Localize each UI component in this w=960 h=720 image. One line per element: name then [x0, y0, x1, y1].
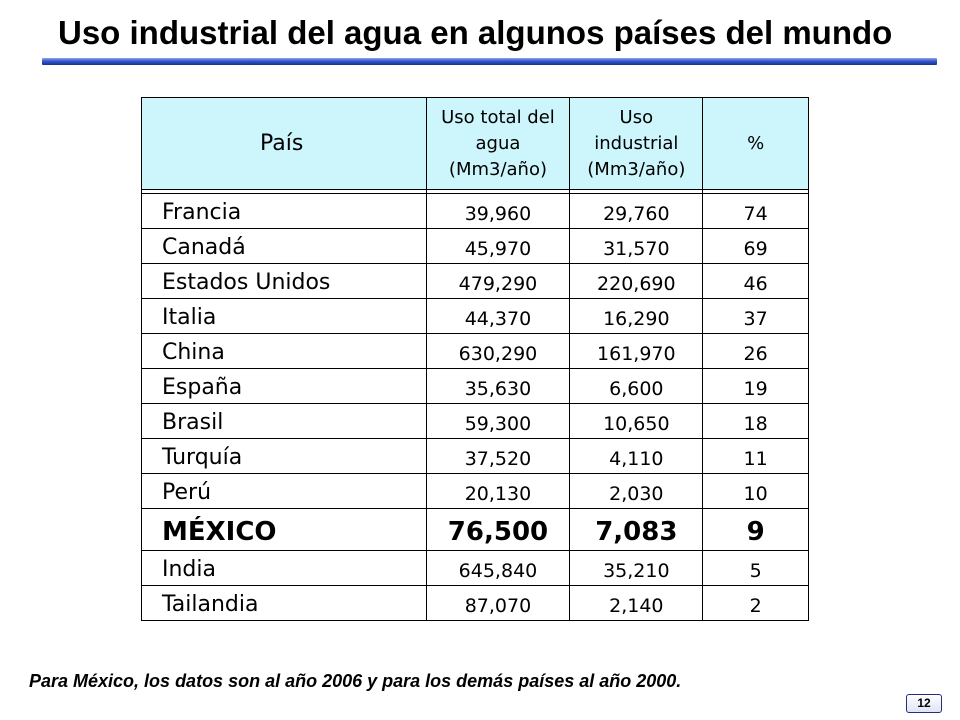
header-industrial-line-2: industrial: [594, 132, 679, 154]
header-country: País: [141, 97, 427, 190]
cell-percent: 5: [702, 550, 809, 586]
cell-country: Brasil: [141, 403, 427, 439]
cell-country: Perú: [141, 473, 427, 509]
cell-country: Estados Unidos: [141, 263, 427, 299]
cell-industrial: 10,650: [569, 403, 704, 439]
cell-percent: 46: [702, 263, 809, 299]
header-spacer: [141, 189, 809, 194]
cell-industrial: 16,290: [569, 298, 704, 334]
cell-industrial: 2,140: [569, 585, 704, 621]
cell-country: Turquía: [141, 438, 427, 474]
title-underline: [42, 58, 937, 65]
cell-country: Francia: [141, 193, 427, 229]
cell-percent: 18: [702, 403, 809, 439]
table-row: Brasil 59,300 10,650 18: [141, 403, 809, 439]
cell-industrial: 6,600: [569, 368, 704, 404]
table-row: Turquía 37,520 4,110 11: [141, 438, 809, 474]
cell-percent: 11: [702, 438, 809, 474]
table-row: Italia 44,370 16,290 37: [141, 298, 809, 334]
cell-percent: 74: [702, 193, 809, 229]
header-industrial-line-3: (Mm3/año): [587, 158, 686, 180]
cell-industrial: 4,110: [569, 438, 704, 474]
cell-industrial: 31,570: [569, 228, 704, 264]
water-use-table: País Uso total del agua (Mm3/año) Uso in…: [141, 97, 809, 621]
cell-percent: 2: [702, 585, 809, 621]
cell-total: 630,290: [425, 333, 571, 369]
slide-title: Uso industrial del agua en algunos paíse…: [58, 14, 893, 51]
cell-total: 87,070: [425, 585, 571, 621]
cell-total: 20,130: [425, 473, 571, 509]
table-row: India 645,840 35,210 5: [141, 550, 809, 586]
cell-industrial: 7,083: [569, 508, 704, 551]
footnote: Para México, los datos son al año 2006 y…: [29, 671, 682, 691]
cell-total: 37,520: [425, 438, 571, 474]
cell-percent: 9: [702, 508, 809, 551]
cell-country: China: [141, 333, 427, 369]
cell-total: 39,960: [425, 193, 571, 229]
cell-country: Canadá: [141, 228, 427, 264]
table-row-highlighted: MÉXICO 76,500 7,083 9: [141, 508, 809, 551]
header-total-use: Uso total del agua (Mm3/año): [425, 97, 571, 190]
header-industrial-use: Uso industrial (Mm3/año): [569, 97, 704, 190]
cell-industrial: 220,690: [569, 263, 704, 299]
table-row: Francia 39,960 29,760 74: [141, 193, 809, 229]
cell-country: Tailandia: [141, 585, 427, 621]
header-total-line-3: (Mm3/año): [448, 158, 547, 180]
table-row: Perú 20,130 2,030 10: [141, 473, 809, 509]
page-number-badge: 12: [906, 694, 942, 713]
cell-percent: 37: [702, 298, 809, 334]
cell-total: 645,840: [425, 550, 571, 586]
cell-total: 35,630: [425, 368, 571, 404]
cell-total: 44,370: [425, 298, 571, 334]
table-row: Canadá 45,970 31,570 69: [141, 228, 809, 264]
cell-country: Italia: [141, 298, 427, 334]
table-row: China 630,290 161,970 26: [141, 333, 809, 369]
header-industrial-line-1: Uso: [619, 106, 654, 128]
cell-country: España: [141, 368, 427, 404]
header-total-line-1: Uso total del: [441, 106, 555, 128]
table-row: Tailandia 87,070 2,140 2: [141, 585, 809, 621]
cell-industrial: 161,970: [569, 333, 704, 369]
cell-country: MÉXICO: [141, 508, 427, 551]
cell-total: 76,500: [425, 508, 571, 551]
table-row: Estados Unidos 479,290 220,690 46: [141, 263, 809, 299]
cell-industrial: 2,030: [569, 473, 704, 509]
cell-country: India: [141, 550, 427, 586]
cell-industrial: 35,210: [569, 550, 704, 586]
cell-percent: 26: [702, 333, 809, 369]
cell-percent: 69: [702, 228, 809, 264]
cell-percent: 19: [702, 368, 809, 404]
header-percent: %: [702, 97, 809, 190]
table-header-row: País Uso total del agua (Mm3/año) Uso in…: [141, 97, 809, 190]
cell-total: 479,290: [425, 263, 571, 299]
table-row: España 35,630 6,600 19: [141, 368, 809, 404]
cell-total: 59,300: [425, 403, 571, 439]
header-total-line-2: agua: [475, 132, 521, 154]
cell-industrial: 29,760: [569, 193, 704, 229]
cell-percent: 10: [702, 473, 809, 509]
cell-total: 45,970: [425, 228, 571, 264]
